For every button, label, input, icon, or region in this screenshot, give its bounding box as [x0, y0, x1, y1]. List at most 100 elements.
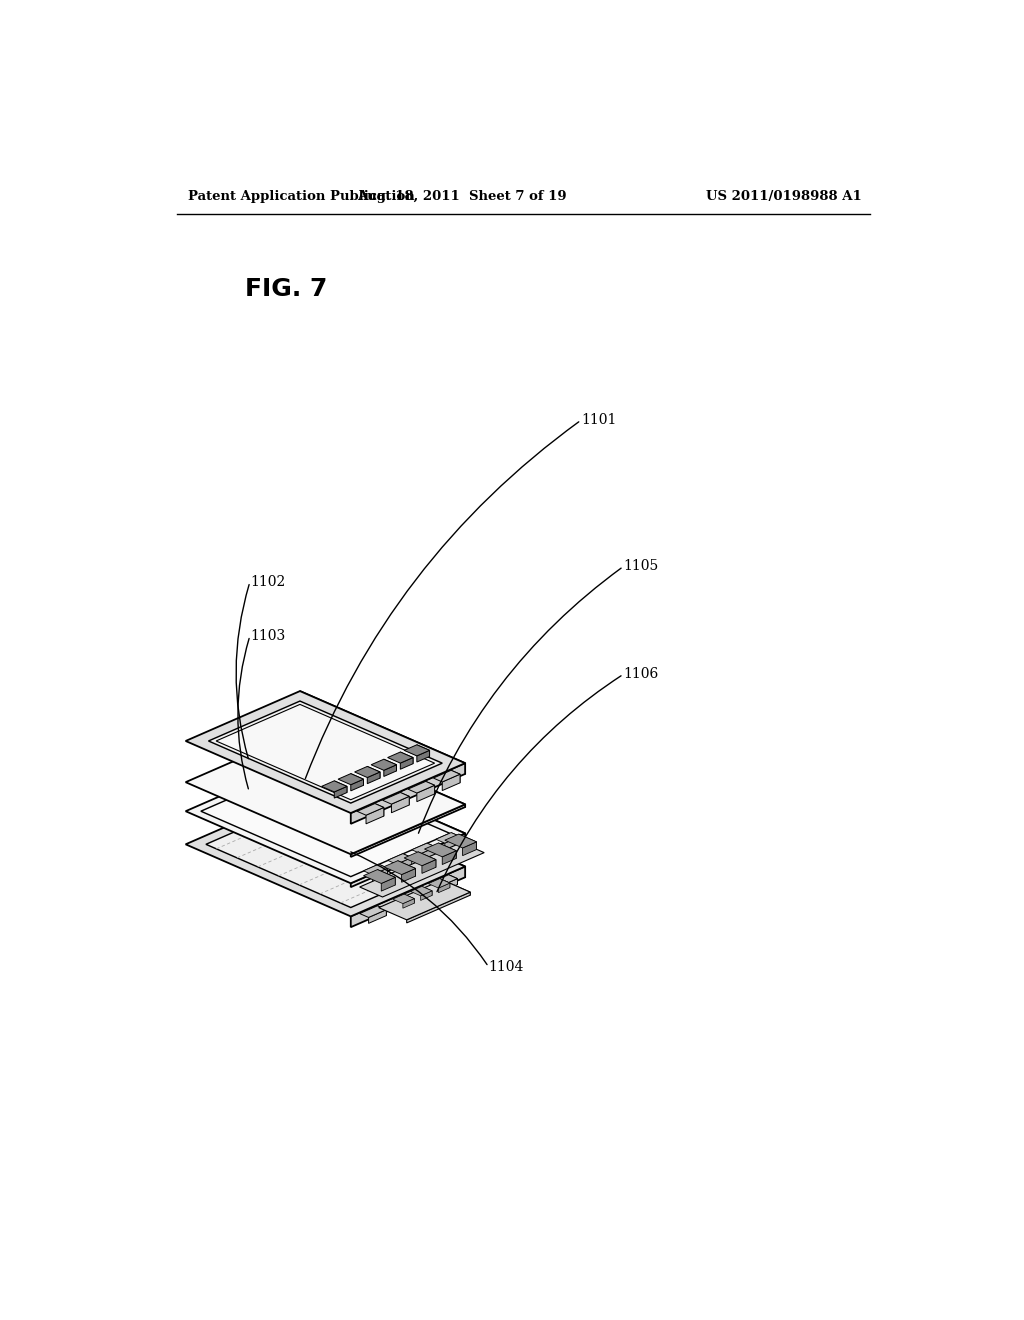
- Polygon shape: [413, 849, 439, 861]
- Polygon shape: [422, 887, 432, 895]
- Polygon shape: [371, 826, 389, 841]
- Polygon shape: [459, 834, 476, 850]
- Polygon shape: [452, 771, 460, 783]
- Polygon shape: [216, 705, 434, 800]
- Polygon shape: [438, 883, 450, 892]
- Polygon shape: [396, 858, 412, 874]
- Polygon shape: [442, 775, 460, 791]
- Polygon shape: [300, 762, 465, 837]
- Polygon shape: [425, 843, 457, 857]
- Text: 1103: 1103: [250, 628, 285, 643]
- Polygon shape: [364, 870, 395, 883]
- Polygon shape: [397, 861, 416, 876]
- Polygon shape: [400, 752, 413, 764]
- Polygon shape: [417, 744, 429, 756]
- Polygon shape: [384, 861, 416, 875]
- Text: Patent Application Publication: Patent Application Publication: [188, 190, 415, 203]
- Polygon shape: [381, 878, 395, 891]
- Polygon shape: [421, 847, 436, 863]
- Polygon shape: [201, 768, 450, 876]
- Polygon shape: [438, 843, 457, 858]
- Polygon shape: [185, 733, 465, 854]
- Polygon shape: [357, 804, 384, 816]
- Polygon shape: [185, 692, 465, 813]
- Polygon shape: [334, 781, 347, 792]
- Polygon shape: [351, 866, 465, 927]
- Polygon shape: [400, 758, 413, 770]
- Polygon shape: [431, 875, 458, 887]
- Polygon shape: [354, 767, 380, 777]
- Polygon shape: [444, 837, 460, 853]
- Polygon shape: [442, 850, 457, 865]
- Polygon shape: [378, 870, 395, 884]
- Polygon shape: [393, 894, 415, 904]
- Polygon shape: [351, 804, 465, 857]
- Text: 1102: 1102: [250, 576, 285, 589]
- Polygon shape: [206, 804, 444, 908]
- Polygon shape: [369, 909, 386, 924]
- Polygon shape: [351, 833, 465, 887]
- Polygon shape: [373, 869, 388, 884]
- Polygon shape: [383, 792, 410, 804]
- Polygon shape: [300, 692, 465, 774]
- Polygon shape: [380, 834, 389, 843]
- Polygon shape: [329, 812, 338, 822]
- Polygon shape: [321, 804, 338, 818]
- Polygon shape: [384, 759, 396, 771]
- Polygon shape: [422, 859, 436, 874]
- Polygon shape: [436, 833, 460, 843]
- Polygon shape: [401, 869, 416, 882]
- Polygon shape: [412, 843, 436, 854]
- Polygon shape: [407, 892, 470, 923]
- Polygon shape: [388, 752, 413, 763]
- Polygon shape: [322, 781, 347, 792]
- Polygon shape: [439, 879, 450, 887]
- Polygon shape: [359, 842, 484, 898]
- Polygon shape: [400, 792, 410, 805]
- Polygon shape: [379, 865, 388, 878]
- Polygon shape: [428, 879, 450, 888]
- Polygon shape: [351, 763, 465, 824]
- Polygon shape: [411, 887, 432, 896]
- Text: 1106: 1106: [624, 668, 658, 681]
- Polygon shape: [402, 899, 415, 908]
- Polygon shape: [368, 767, 380, 777]
- Polygon shape: [300, 795, 465, 878]
- Polygon shape: [375, 804, 384, 816]
- Text: 1105: 1105: [624, 560, 658, 573]
- Polygon shape: [364, 865, 388, 875]
- Polygon shape: [384, 764, 396, 776]
- Polygon shape: [417, 785, 434, 801]
- Polygon shape: [334, 787, 347, 799]
- Polygon shape: [404, 894, 415, 903]
- Polygon shape: [185, 795, 465, 916]
- Polygon shape: [351, 774, 364, 785]
- Text: Aug. 18, 2011  Sheet 7 of 19: Aug. 18, 2011 Sheet 7 of 19: [356, 190, 566, 203]
- Polygon shape: [427, 843, 436, 857]
- Text: US 2011/0198988 A1: US 2011/0198988 A1: [707, 190, 862, 203]
- Polygon shape: [444, 834, 476, 847]
- Polygon shape: [338, 774, 364, 784]
- Polygon shape: [209, 701, 442, 803]
- Polygon shape: [449, 875, 458, 884]
- Polygon shape: [359, 906, 386, 917]
- Polygon shape: [300, 733, 465, 807]
- Polygon shape: [463, 842, 476, 855]
- Polygon shape: [351, 779, 364, 791]
- Polygon shape: [421, 891, 432, 900]
- Polygon shape: [391, 796, 410, 813]
- Polygon shape: [185, 762, 465, 883]
- Text: 1101: 1101: [581, 413, 616, 428]
- Polygon shape: [311, 804, 338, 816]
- Polygon shape: [418, 851, 436, 867]
- Polygon shape: [388, 854, 412, 865]
- Polygon shape: [379, 880, 470, 920]
- Polygon shape: [442, 880, 470, 895]
- Polygon shape: [408, 781, 434, 793]
- Polygon shape: [431, 857, 439, 866]
- Polygon shape: [439, 879, 458, 892]
- Polygon shape: [433, 771, 460, 781]
- Text: 1104: 1104: [488, 960, 524, 974]
- Polygon shape: [378, 906, 386, 916]
- Polygon shape: [413, 890, 422, 900]
